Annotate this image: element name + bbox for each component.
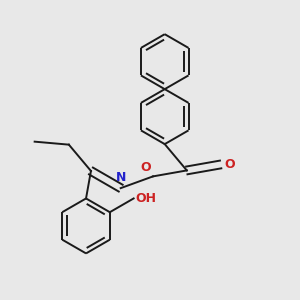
Text: OH: OH (136, 192, 157, 205)
Text: N: N (116, 171, 126, 184)
Text: O: O (140, 161, 151, 174)
Text: O: O (225, 158, 235, 171)
